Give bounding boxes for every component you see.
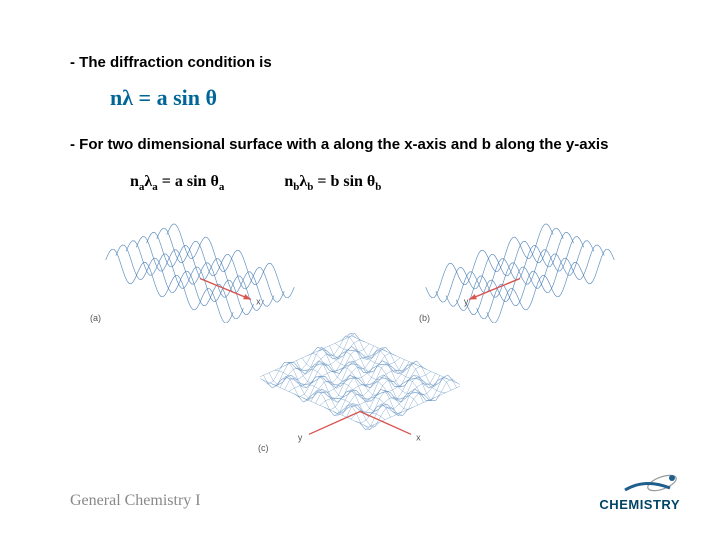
svg-text:x: x	[256, 296, 261, 306]
label-a: (a)	[90, 313, 101, 323]
main-equation: nλ = a sin θ	[110, 85, 650, 111]
sub-equations-row: naλa = a sin θa nbλb = b sin θb	[130, 173, 650, 193]
two-dim-text: - For two dimensional surface with a alo…	[70, 135, 650, 155]
brand-logo-icon	[620, 470, 680, 496]
wave-diagram-b: y	[410, 213, 630, 323]
footer-brand-text: CHEMISTRY	[599, 497, 680, 512]
footer-course-title: General Chemistry I	[70, 492, 201, 510]
wave-diagram-a: x	[90, 213, 310, 323]
label-b: (b)	[419, 313, 430, 323]
svg-text:y: y	[298, 432, 303, 442]
eqA-n: n	[130, 173, 139, 190]
svg-text:y: y	[464, 296, 469, 306]
eqA-mid: = a sin θ	[158, 173, 219, 190]
eqB-mid: = b sin θ	[313, 173, 375, 190]
eqA-sub3: a	[219, 181, 225, 193]
diffraction-condition-text: - The diffraction condition is	[70, 54, 650, 71]
diagrams-area: x (a) y (b) xy (c)	[80, 213, 640, 453]
eqB-n: n	[284, 173, 293, 190]
wave-diagram-c: xy	[260, 323, 460, 453]
label-c: (c)	[258, 443, 269, 453]
svg-text:x: x	[416, 432, 421, 442]
equation-a: naλa = a sin θa	[130, 173, 224, 193]
eqB-sub3: b	[375, 181, 381, 193]
equation-b: nbλb = b sin θb	[284, 173, 381, 193]
